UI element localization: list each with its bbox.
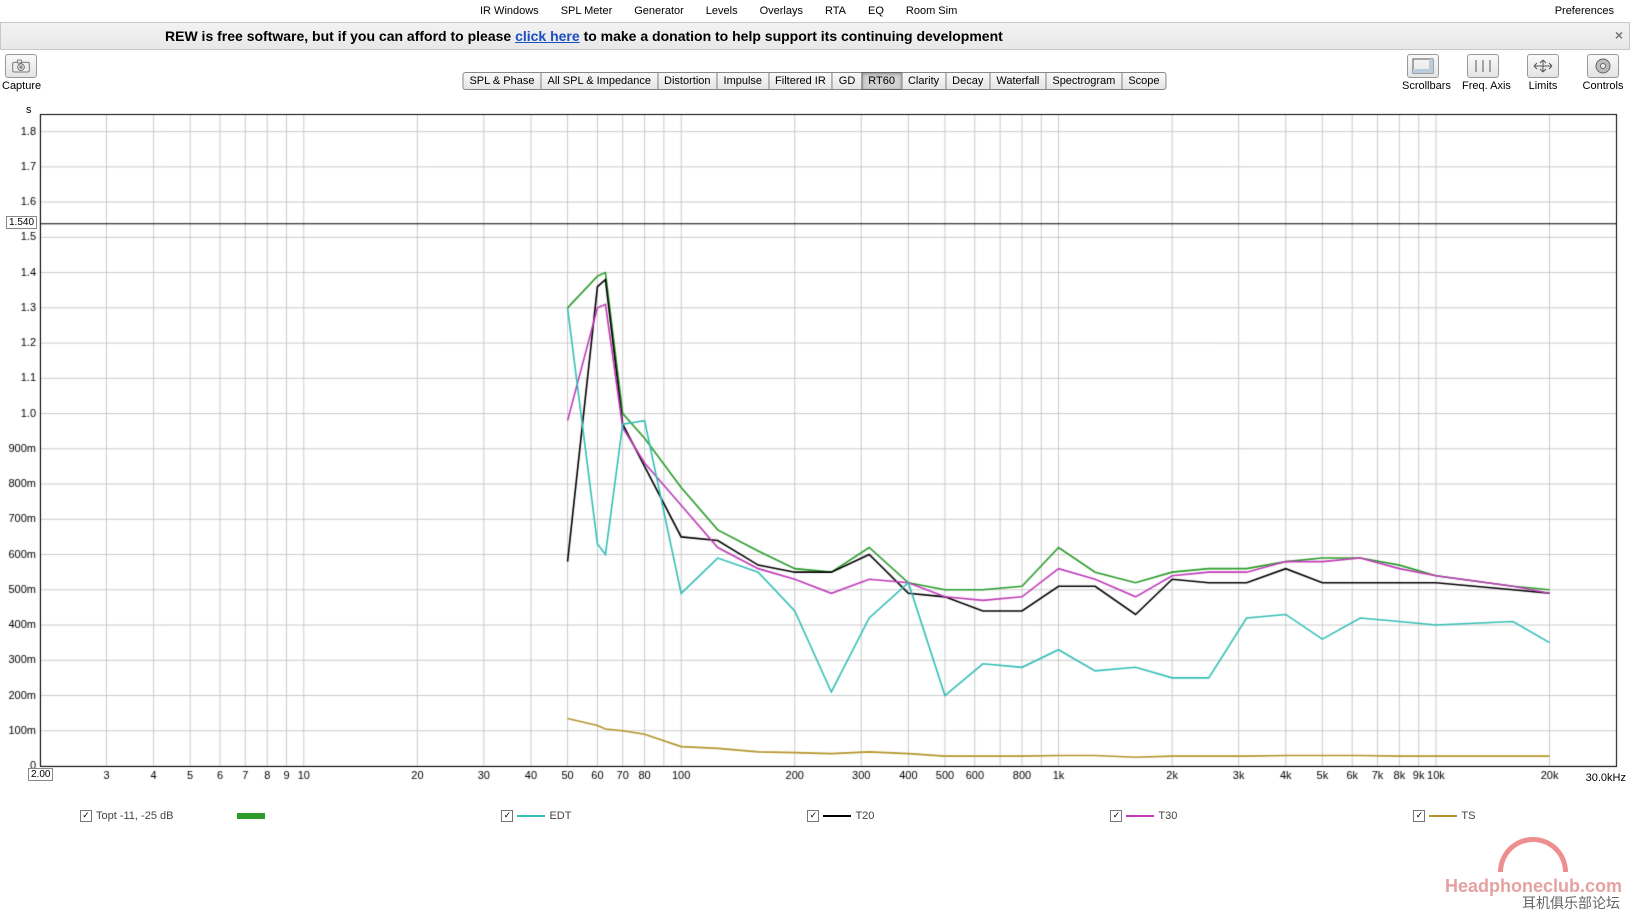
menu-room-sim[interactable]: Room Sim: [904, 3, 959, 19]
cursor-y-readout: 1.540: [6, 216, 37, 229]
menu-generator[interactable]: Generator: [632, 3, 686, 19]
graph-tab-impulse[interactable]: Impulse: [717, 72, 770, 90]
capture-label: Capture: [2, 80, 40, 92]
donation-close-button[interactable]: ×: [1615, 27, 1623, 43]
graph-tab-rt60[interactable]: RT60: [861, 72, 902, 90]
menu-ir-windows[interactable]: IR Windows: [478, 3, 541, 19]
y-axis-unit: s: [26, 104, 32, 116]
legend-bar: ✓ Topt -11, -25 dB ✓ EDT ✓ T20 ✓ T30 ✓ TS: [0, 808, 1630, 822]
legend-item-t20[interactable]: ✓ T20: [807, 808, 874, 822]
legend-label: TS: [1461, 810, 1475, 822]
legend-item-edt[interactable]: ✓ EDT: [501, 808, 571, 822]
graph-tab-waterfall[interactable]: Waterfall: [989, 72, 1046, 90]
menu-rta[interactable]: RTA: [823, 3, 848, 19]
menu-levels[interactable]: Levels: [704, 3, 740, 19]
donation-prefix: REW is free software, but if you can aff…: [165, 28, 515, 44]
legend-swatch: [517, 808, 545, 822]
scrollbars-label: Scrollbars: [1402, 80, 1444, 92]
cursor-x-readout: 2.00: [28, 768, 53, 781]
chart-area[interactable]: s 30.0kHz 1.540 2.00: [0, 106, 1630, 810]
legend-item-ts[interactable]: ✓ TS: [1413, 808, 1475, 822]
legend-checkbox[interactable]: ✓: [80, 810, 92, 822]
controls-button[interactable]: Controls: [1582, 54, 1624, 92]
camera-icon: [12, 59, 30, 73]
legend-swatch: [237, 808, 265, 822]
x-axis-unit: 30.0kHz: [1586, 772, 1626, 784]
graph-tab-distortion[interactable]: Distortion: [657, 72, 717, 90]
legend-checkbox[interactable]: ✓: [1110, 810, 1122, 822]
watermark-logo: Headphoneclub.com: [1445, 837, 1622, 897]
watermark-text-cn: 耳机俱乐部论坛: [1522, 893, 1620, 913]
graph-controls-group: Scrollbars Freq. Axis Limits Controls: [1402, 54, 1624, 92]
graph-tab-spl-phase[interactable]: SPL & Phase: [462, 72, 541, 90]
graph-tab-spectrogram[interactable]: Spectrogram: [1045, 72, 1122, 90]
graph-type-tabs: SPL & PhaseAll SPL & ImpedanceDistortion…: [463, 72, 1166, 90]
legend-checkbox[interactable]: ✓: [1413, 810, 1425, 822]
menu-eq[interactable]: EQ: [866, 3, 886, 19]
horizontal-scrollbar[interactable]: [40, 790, 1434, 806]
donation-bar: REW is free software, but if you can aff…: [0, 22, 1630, 50]
legend-item-topt-11-25-db[interactable]: ✓ Topt -11, -25 dB: [80, 808, 265, 822]
freq-axis-label: Freq. Axis: [1462, 80, 1504, 92]
donation-message: REW is free software, but if you can aff…: [165, 28, 1003, 44]
freq-axis-button[interactable]: Freq. Axis: [1462, 54, 1504, 92]
menu-spl-meter[interactable]: SPL Meter: [559, 3, 615, 19]
toolbar-row: Capture SPL & PhaseAll SPL & ImpedanceDi…: [0, 50, 1630, 106]
graph-tab-all-spl-impedance[interactable]: All SPL & Impedance: [540, 72, 658, 90]
top-menu-left: IR Windows SPL Meter Generator Levels Ov…: [478, 3, 959, 19]
legend-label: Topt -11, -25 dB: [96, 810, 173, 822]
legend-label: T30: [1158, 810, 1177, 822]
gear-icon: [1593, 56, 1613, 76]
scrollbars-button[interactable]: Scrollbars: [1402, 54, 1444, 92]
legend-label: T20: [855, 810, 874, 822]
donation-suffix: to make a donation to help support its c…: [584, 28, 1003, 44]
donation-link[interactable]: click here: [515, 28, 580, 44]
top-menu-bar: IR Windows SPL Meter Generator Levels Ov…: [0, 0, 1630, 22]
legend-swatch: [1429, 808, 1457, 822]
legend-swatch: [823, 808, 851, 822]
freq-axis-icon: [1472, 58, 1494, 74]
legend-checkbox[interactable]: ✓: [501, 810, 513, 822]
menu-overlays[interactable]: Overlays: [758, 3, 805, 19]
limits-label: Limits: [1522, 80, 1564, 92]
graph-tab-gd[interactable]: GD: [832, 72, 863, 90]
graph-tab-clarity[interactable]: Clarity: [901, 72, 946, 90]
limits-button[interactable]: Limits: [1522, 54, 1564, 92]
graph-tab-scope[interactable]: Scope: [1121, 72, 1166, 90]
limits-icon: [1532, 58, 1554, 74]
rt60-chart-canvas[interactable]: [0, 106, 1630, 810]
legend-checkbox[interactable]: ✓: [807, 810, 819, 822]
legend-swatch: [1126, 808, 1154, 822]
capture-button-wrap: Capture: [2, 54, 40, 92]
legend-item-t30[interactable]: ✓ T30: [1110, 808, 1177, 822]
graph-tab-filtered-ir[interactable]: Filtered IR: [768, 72, 833, 90]
legend-label: EDT: [549, 810, 571, 822]
capture-button[interactable]: [5, 54, 37, 78]
menu-preferences[interactable]: Preferences: [1553, 3, 1616, 19]
graph-tab-decay[interactable]: Decay: [945, 72, 990, 90]
controls-label: Controls: [1582, 80, 1624, 92]
scrollbars-icon: [1412, 58, 1434, 74]
